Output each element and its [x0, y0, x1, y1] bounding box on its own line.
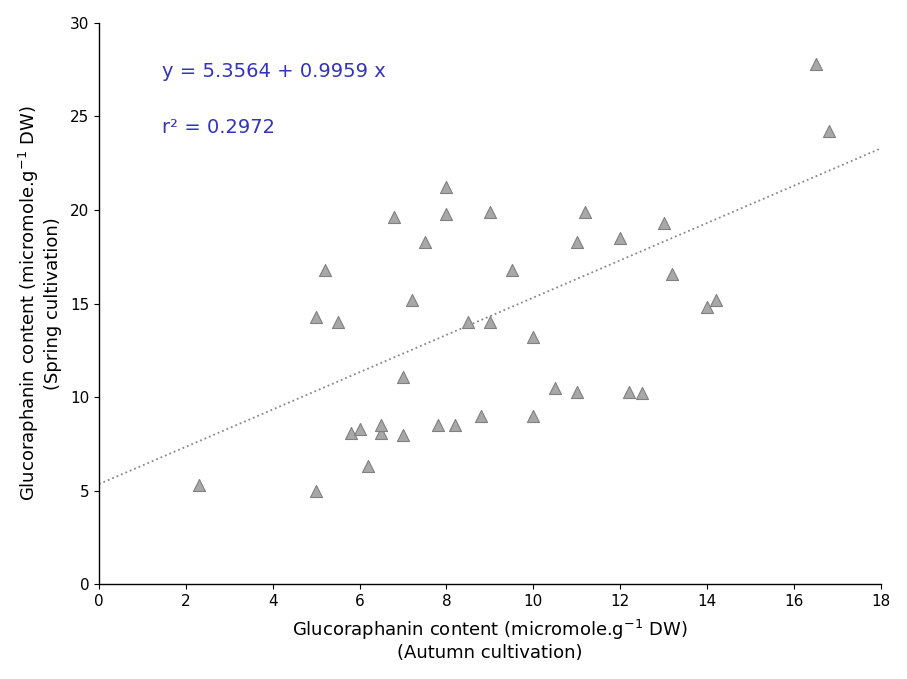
- Point: [374, 420, 388, 430]
- Point: [448, 420, 463, 430]
- Point: [657, 217, 671, 228]
- Point: [309, 311, 324, 322]
- Point: [621, 386, 636, 397]
- Point: [431, 420, 445, 430]
- Point: [548, 382, 562, 393]
- Point: [613, 232, 628, 243]
- Point: [635, 388, 649, 399]
- Y-axis label: Glucoraphanin content (micromole.g$^{-1}$ DW)
(Spring cultivation): Glucoraphanin content (micromole.g$^{-1}…: [16, 106, 62, 501]
- Point: [570, 386, 584, 397]
- Point: [405, 294, 419, 305]
- Point: [191, 479, 206, 490]
- Point: [526, 332, 541, 343]
- Point: [474, 410, 489, 421]
- Point: [317, 264, 332, 275]
- Point: [387, 212, 402, 223]
- Point: [665, 268, 679, 279]
- Point: [395, 371, 410, 382]
- Point: [395, 429, 410, 440]
- X-axis label: Glucoraphanin content (micromole.g$^{-1}$ DW)
(Autumn cultivation): Glucoraphanin content (micromole.g$^{-1}…: [292, 617, 688, 662]
- Point: [330, 317, 345, 328]
- Text: r² = 0.2972: r² = 0.2972: [161, 118, 275, 137]
- Point: [822, 126, 836, 136]
- Point: [352, 424, 366, 435]
- Point: [708, 294, 723, 305]
- Point: [483, 317, 497, 328]
- Point: [374, 427, 388, 438]
- Point: [808, 58, 823, 69]
- Point: [309, 485, 324, 496]
- Point: [361, 461, 375, 472]
- Point: [461, 317, 475, 328]
- Point: [570, 236, 584, 247]
- Point: [526, 410, 541, 421]
- Point: [439, 182, 454, 193]
- Point: [483, 206, 497, 217]
- Text: y = 5.3564 + 0.9959 x: y = 5.3564 + 0.9959 x: [161, 62, 385, 81]
- Point: [344, 427, 358, 438]
- Point: [578, 206, 592, 217]
- Point: [504, 264, 519, 275]
- Point: [699, 302, 714, 313]
- Point: [417, 236, 432, 247]
- Point: [439, 208, 454, 219]
